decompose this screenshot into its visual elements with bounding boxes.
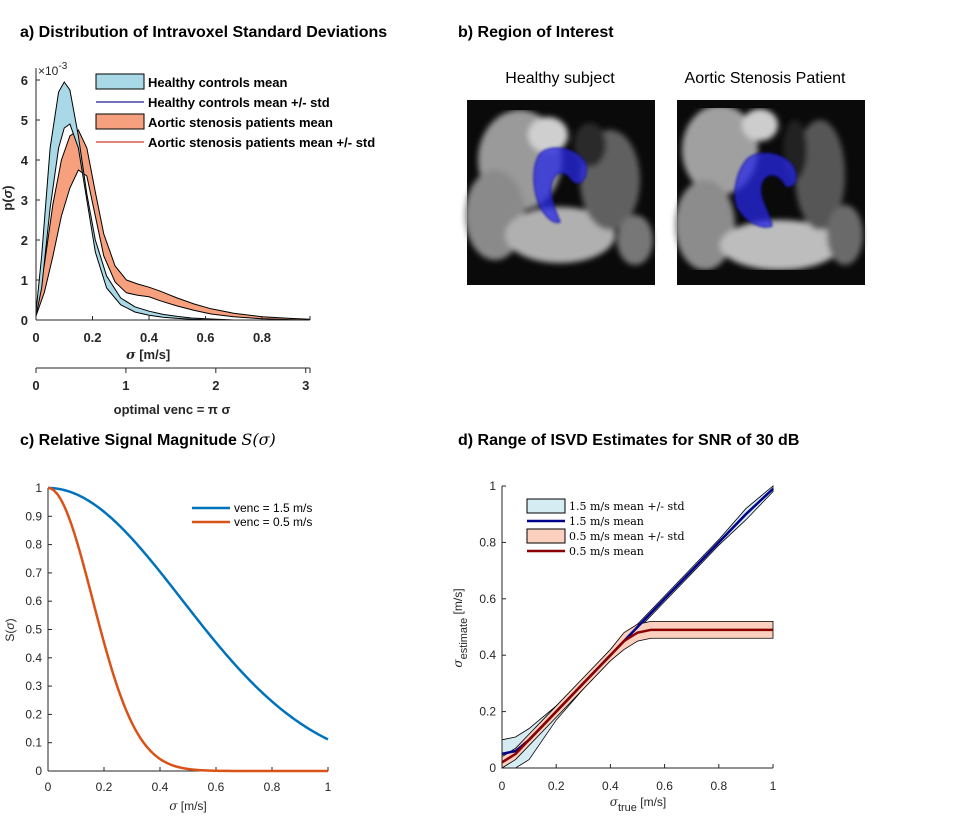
y-tick-label: 0.6	[25, 594, 42, 608]
y-tick-label: 0.3	[25, 679, 42, 693]
panel-a-ylabel: p(σ)	[0, 185, 15, 210]
panel-d: d) Range of ISVD Estimates for SNR of 30…	[451, 432, 799, 814]
y-tick-label: 0.4	[25, 651, 42, 665]
venc-tick-label: 3	[302, 378, 309, 393]
panel-a-venc-axis: 0 1 2 3	[32, 367, 311, 393]
x-tick-label: 0.2	[548, 779, 565, 793]
panel-b-title: b) Region of Interest	[458, 24, 614, 41]
y-tick-label: 1	[35, 481, 42, 495]
stenosis-lower-line	[35, 169, 311, 321]
x-tick-label: 0.4	[602, 779, 619, 793]
y-tick-label: 0.2	[479, 705, 496, 719]
mri-image-healthy	[465, 100, 655, 285]
legend-swatch-stenosis-mean	[95, 113, 145, 130]
y-tick-label: 0.8	[25, 538, 42, 552]
y-tick-label: 6	[21, 73, 28, 88]
y-tick-label: 0.2	[25, 707, 42, 721]
series-line-venc-1-5	[47, 486, 329, 741]
panel-d-title: d) Range of ISVD Estimates for SNR of 30…	[458, 432, 799, 449]
panel-c-ylabel: S(σ)	[3, 618, 17, 641]
x-tick-label: 0.8	[264, 780, 281, 794]
y-tick-label: 0	[489, 761, 496, 775]
venc-tick-label: 1	[122, 378, 129, 393]
y-tick-label: 0.7	[25, 566, 42, 580]
x-tick-label: 1	[325, 780, 332, 794]
legend-label: venc = 1.5 m/s	[234, 501, 312, 515]
x-tick-label: 0	[499, 779, 506, 793]
panel-c-title: c) Relative Signal Magnitude S(σ)	[20, 430, 276, 449]
y-tick-label: 0.8	[479, 535, 496, 549]
panel-d-xlabel: σtrue [m/s]	[610, 795, 667, 814]
panel-c-legend: venc = 1.5 m/s venc = 0.5 m/s	[192, 501, 312, 529]
y-tick-label: 0.5	[25, 623, 42, 637]
x-tick-label: 0.8	[710, 779, 727, 793]
legend-swatch-1-5-std	[526, 498, 566, 514]
panel-b-label-patient: Aortic Stenosis Patient	[685, 70, 847, 87]
stenosis-std-band	[36, 130, 310, 320]
panel-a-xlabel: σ [m/s]	[126, 347, 170, 363]
x-tick-label: 0.4	[140, 330, 159, 345]
y-tick-label: 0	[21, 313, 28, 328]
panel-a: a) Distribution of Intravoxel Standard D…	[0, 24, 387, 417]
legend-label: Healthy controls mean +/- std	[148, 95, 330, 110]
panel-a-plot: 0 0.2 0.4 0.6 0.8 0 1 2 3 4 5 6	[21, 68, 311, 345]
x-tick-label: 0	[45, 780, 52, 794]
panel-c-xlabel: σ [m/s]	[169, 799, 207, 813]
legend-label: venc = 0.5 m/s	[234, 515, 312, 529]
x-tick-label: 0.4	[152, 780, 169, 794]
y-tick-label: 0.1	[25, 736, 42, 750]
panel-a-venc-label: optimal venc = π σ	[114, 402, 231, 417]
panel-b: b) Region of Interest Healthy subject Ao…	[458, 24, 865, 285]
x-tick-label: 0.6	[196, 330, 214, 345]
legend-swatch-healthy-mean	[95, 73, 145, 90]
panel-c: c) Relative Signal Magnitude S(σ) 0 0.2 0.…	[3, 430, 332, 813]
y-tick-label: 4	[21, 153, 29, 168]
venc-tick-label: 0	[32, 378, 39, 393]
panel-a-title: a) Distribution of Intravoxel Standard D…	[20, 24, 387, 41]
y-tick-label: 1	[489, 479, 496, 493]
legend-swatch-0-5-std	[526, 528, 566, 544]
x-tick-label: 0.6	[208, 780, 225, 794]
y-tick-label: 0.9	[25, 509, 42, 523]
legend-label: Aortic stenosis patients mean	[148, 115, 333, 130]
healthy-lower-line	[35, 123, 234, 321]
legend-label: 1.5 m/s mean	[569, 515, 644, 528]
y-tick-label: 0	[35, 764, 42, 778]
series-line-venc-0-5	[47, 486, 328, 773]
legend-label: Aortic stenosis patients mean +/- std	[148, 135, 375, 150]
y-tick-label: 1	[21, 273, 28, 288]
panel-c-plot: 0 0.2 0.4 0.6 0.8 1 0 0.1 0.2 0.3 0.4 0.5 0.6 0.7 0.8 0…	[25, 481, 331, 794]
panel-b-label-healthy: Healthy subject	[505, 70, 615, 87]
x-tick-label: 0	[32, 330, 39, 345]
y-tick-label: 5	[21, 113, 28, 128]
x-tick-label: 0.8	[253, 330, 271, 345]
y-tick-label: 3	[21, 193, 28, 208]
legend-label: 0.5 m/s mean +/- std	[569, 530, 685, 543]
stenosis-upper-line	[35, 129, 311, 320]
legend-label: 0.5 m/s mean	[569, 545, 644, 558]
band-0-5-std	[501, 620, 774, 769]
healthy-upper-line	[35, 81, 234, 321]
mri-image-patient	[675, 100, 865, 285]
legend-label: Healthy controls mean	[148, 75, 287, 90]
panel-a-exponent: ×10-3	[38, 61, 68, 78]
panel-d-plot: 0 0.2 0.4 0.6 0.8 1 0 0.2 0.4 0.6 0.8 1	[479, 479, 776, 793]
y-tick-label: 2	[21, 233, 28, 248]
x-tick-label: 0.6	[656, 779, 673, 793]
legend-label: 1.5 m/s mean +/- std	[569, 500, 685, 513]
panel-d-ylabel: σestimate [m/s]	[451, 588, 470, 667]
y-tick-label: 0.6	[479, 592, 496, 606]
x-tick-label: 0.2	[83, 330, 101, 345]
venc-tick-label: 2	[212, 378, 219, 393]
panel-d-legend: 1.5 m/s mean +/- std 1.5 m/s mean 0.5 m/…	[526, 498, 685, 558]
y-tick-label: 0.4	[479, 648, 496, 662]
panel-a-legend: Healthy controls mean Healthy controls m…	[95, 73, 375, 150]
x-tick-label: 0.2	[96, 780, 113, 794]
x-tick-label: 1	[770, 779, 777, 793]
mean-line-0-5	[501, 628, 773, 764]
